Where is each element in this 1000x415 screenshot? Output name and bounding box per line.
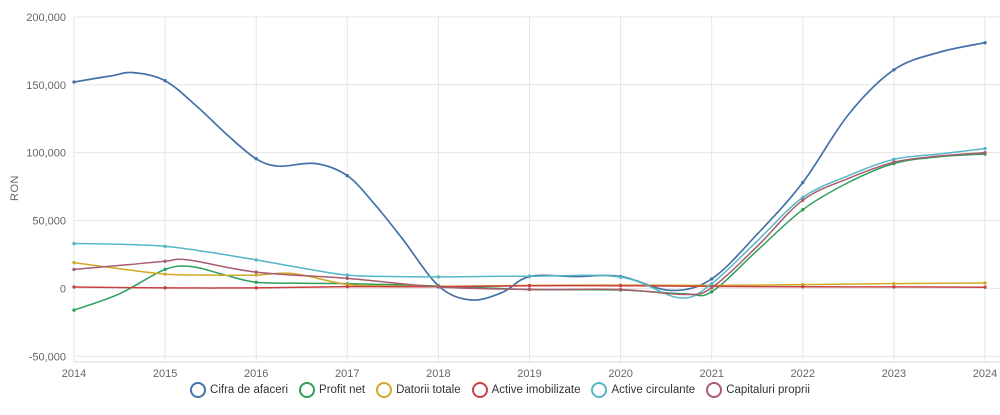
data-point-capitaluri-proprii [801, 198, 805, 202]
data-point-capitaluri-proprii [163, 259, 167, 263]
data-point-datorii-totale [72, 260, 76, 265]
data-point-profit-net [163, 267, 167, 272]
legend-item-capitaluri-proprii[interactable]: Capitaluri proprii [706, 382, 810, 398]
x-tick-label: 2021 [699, 368, 723, 380]
data-point-cifra-de-afaceri [254, 157, 258, 161]
data-point-active-circulante [801, 195, 805, 200]
legend-marker-icon [376, 382, 393, 398]
data-point-active-imobilizate [618, 283, 623, 288]
legend: Cifra de afaceri Profit net Datorii totale… [0, 382, 1000, 398]
y-tick-label: 100,000 [26, 148, 66, 160]
series-line-capitaluri-proprii [73, 151, 986, 296]
x-tick-label: 2023 [882, 368, 906, 380]
y-tick-label: 50,000 [32, 216, 66, 228]
x-tick-label: 2020 [608, 368, 632, 380]
data-point-capitaluri-proprii [618, 287, 623, 292]
data-point-active-imobilizate [801, 285, 805, 289]
data-point-datorii-totale [983, 281, 987, 285]
data-point-cifra-de-afaceri [163, 79, 167, 83]
x-tick-label: 2016 [244, 368, 268, 380]
legend-item-profit-net[interactable]: Profit net [299, 382, 365, 398]
data-point-cifra-de-afaceri [892, 68, 896, 72]
data-point-capitaluri-proprii [892, 160, 896, 164]
legend-label: Active circulante [611, 384, 696, 396]
data-point-active-circulante [892, 157, 896, 162]
data-point-cifra-de-afaceri [710, 277, 714, 281]
data-point-capitaluri-proprii [254, 270, 258, 274]
data-point-cifra-de-afaceri [345, 174, 349, 178]
data-point-capitaluri-proprii [983, 150, 987, 155]
legend-label: Capitaluri proprii [726, 384, 810, 396]
legend-marker-icon [706, 382, 723, 398]
data-point-active-imobilizate [983, 285, 987, 289]
data-point-profit-net [72, 308, 76, 312]
legend-marker-icon [299, 382, 316, 398]
data-point-profit-net [710, 290, 714, 294]
data-point-active-circulante [345, 273, 349, 277]
data-point-datorii-totale [892, 281, 896, 286]
legend-label: Datorii totale [396, 384, 461, 396]
data-point-active-imobilizate [254, 286, 258, 290]
data-point-cifra-de-afaceri [801, 180, 805, 185]
data-point-capitaluri-proprii [436, 285, 441, 289]
legend-item-datorii-totale[interactable]: Datorii totale [376, 382, 461, 398]
y-axis-title: RON [8, 175, 21, 201]
data-point-active-circulante [254, 258, 258, 262]
legend-marker-icon [190, 382, 207, 398]
data-point-cifra-de-afaceri [983, 40, 987, 45]
legend-label: Cifra de afaceri [210, 384, 289, 396]
data-point-active-circulante [710, 281, 714, 286]
data-point-datorii-totale [254, 273, 258, 277]
data-point-cifra-de-afaceri [72, 80, 76, 84]
legend-item-active-circulante[interactable]: Active circulante [591, 382, 695, 398]
legend-item-cifra-de-afaceri[interactable]: Cifra de afaceri [190, 382, 288, 398]
y-tick-label: 200,000 [26, 12, 66, 24]
x-tick-label: 2014 [62, 368, 86, 380]
y-tick-label: 150,000 [26, 80, 66, 92]
data-point-datorii-totale [163, 272, 167, 276]
data-point-active-imobilizate [345, 284, 349, 289]
data-point-active-circulante [436, 275, 441, 279]
data-point-active-imobilizate [163, 286, 167, 290]
data-point-capitaluri-proprii [72, 267, 76, 272]
legend-label: Profit net [319, 384, 366, 396]
x-tick-label: 2017 [335, 368, 359, 380]
x-tick-label: 2024 [973, 368, 997, 380]
data-point-active-circulante [527, 274, 532, 278]
y-tick-label: 0 [60, 283, 66, 295]
x-tick-label: 2022 [791, 368, 815, 380]
data-point-active-imobilizate [527, 283, 532, 288]
data-point-profit-net [801, 207, 805, 212]
x-tick-label: 2015 [153, 368, 177, 380]
legend-marker-icon [471, 382, 488, 398]
legend-marker-icon [591, 382, 608, 398]
data-point-active-circulante [983, 146, 987, 151]
y-tick-label: -50,000 [29, 351, 66, 363]
data-point-capitaluri-proprii [527, 287, 532, 292]
data-point-active-imobilizate [72, 285, 76, 289]
data-point-active-circulante [163, 244, 167, 249]
legend-item-active-imobilizate[interactable]: Active imobilizate [471, 382, 581, 398]
data-point-active-circulante [618, 275, 623, 279]
data-point-profit-net [254, 280, 258, 284]
data-point-active-imobilizate [892, 285, 896, 289]
data-point-capitaluri-proprii [710, 286, 714, 290]
data-point-capitaluri-proprii [345, 276, 349, 281]
x-tick-label: 2018 [426, 368, 450, 380]
data-point-active-circulante [72, 241, 76, 246]
x-tick-label: 2019 [517, 368, 541, 380]
legend-label: Active imobilizate [491, 384, 581, 396]
